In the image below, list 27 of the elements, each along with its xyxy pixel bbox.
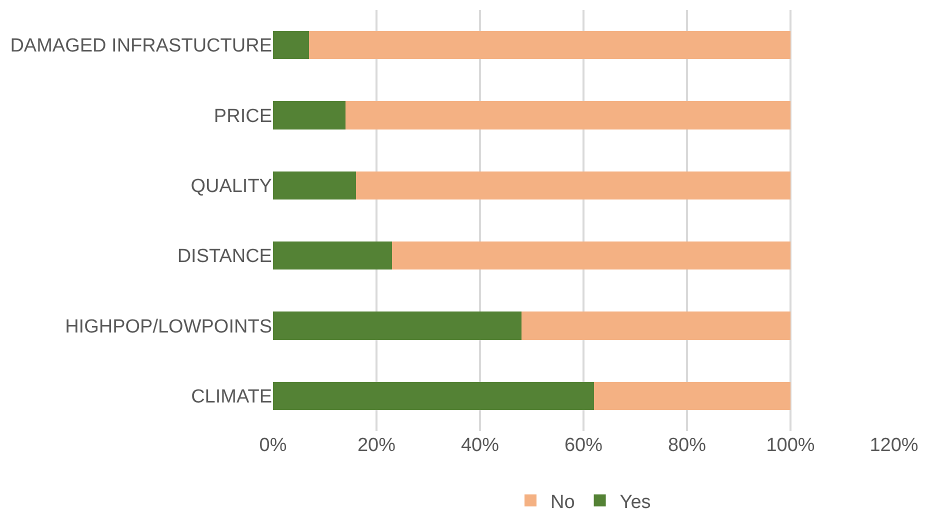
y-tick-label: CLIMATE [191,386,272,408]
x-tick-label: 120% [870,435,918,456]
y-tick-label: QUALITY [190,176,272,198]
y-tick-label: DISTANCE [177,246,272,268]
y-tick-label: DAMAGED INFRASTUCTURE [10,36,272,57]
bar [273,101,346,130]
x-tick-label: 60% [564,435,603,456]
bar [273,31,310,60]
bar [309,31,790,60]
bar [345,101,790,130]
legend-label: No [550,492,575,513]
bar [356,171,790,200]
bar [594,382,790,410]
y-tick-label: PRICE [214,106,272,127]
bar [273,171,356,200]
bar [273,242,392,270]
x-tick-label: 20% [357,435,396,456]
x-tick-label: 100% [766,435,815,456]
x-tick-label: 0% [259,435,287,456]
bar [273,312,522,340]
bar [273,382,594,410]
y-tick-label: HIGHPOP/LOWPOINTS [65,316,272,338]
x-tick-label: 80% [668,435,706,456]
bar [521,312,790,340]
legend-label: Yes [620,492,651,513]
x-tick-label: 40% [460,435,500,456]
bar [392,242,790,270]
